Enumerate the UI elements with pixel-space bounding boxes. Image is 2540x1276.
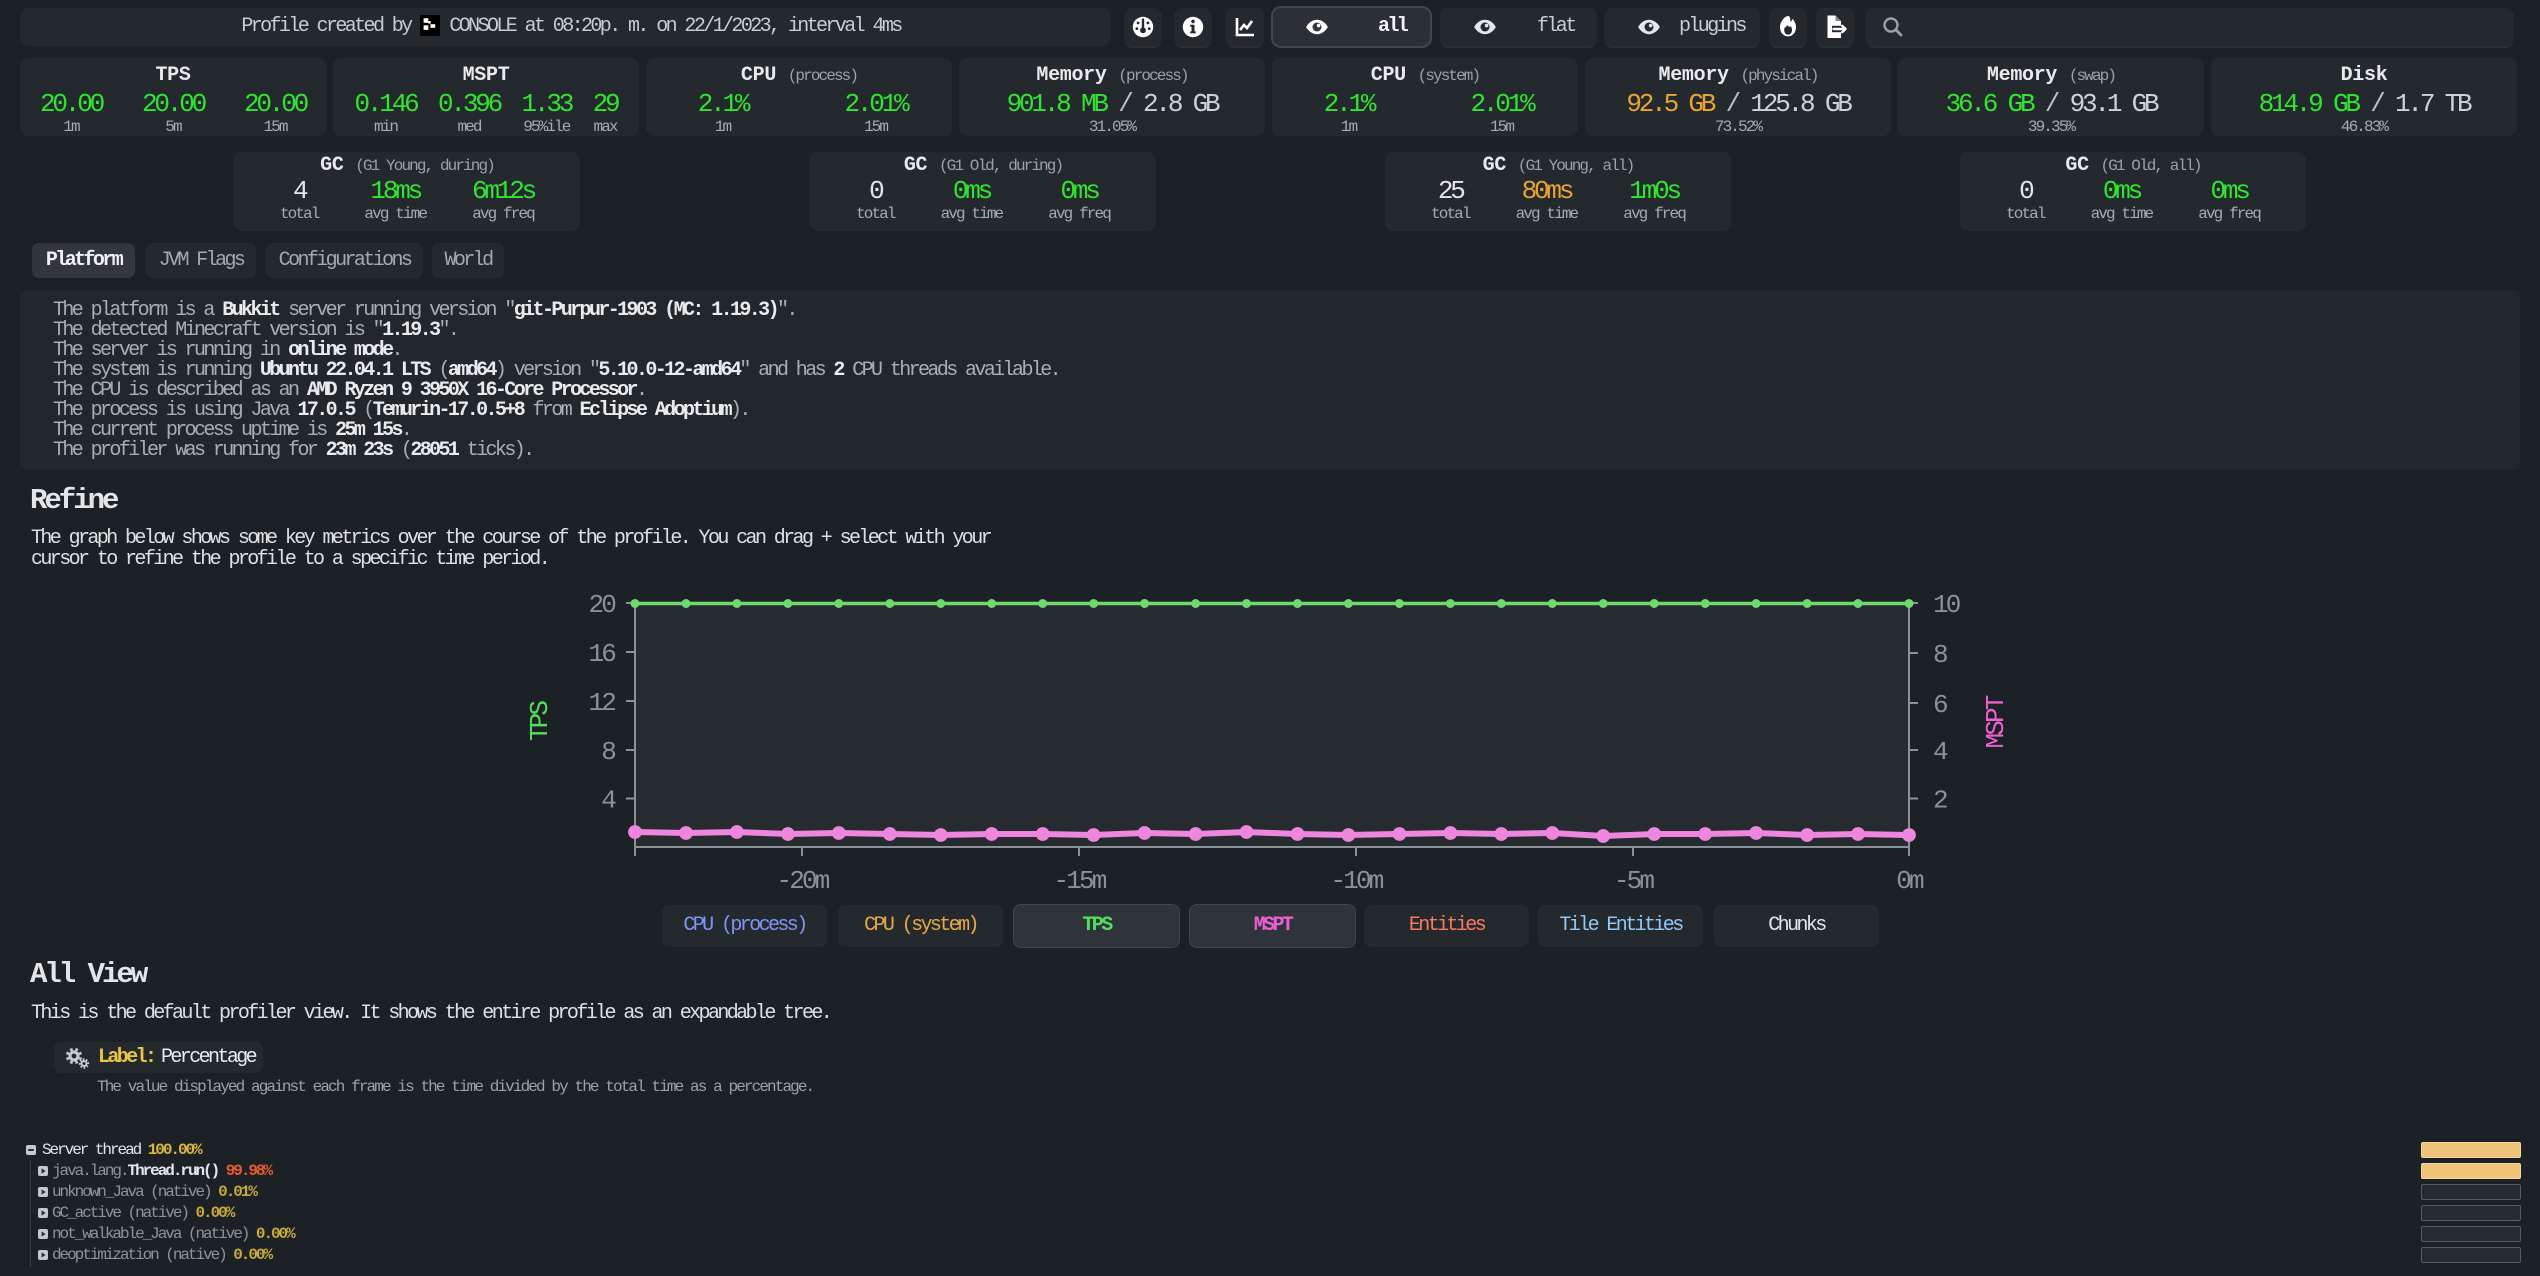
svg-text:8: 8: [1933, 640, 1947, 670]
svg-text:8: 8: [601, 737, 615, 767]
svg-text:4: 4: [1933, 737, 1948, 767]
svg-text:10: 10: [1933, 590, 1960, 620]
svg-text:12: 12: [588, 688, 615, 718]
svg-text:-5m: -5m: [1614, 866, 1655, 896]
svg-text:2: 2: [1933, 786, 1947, 816]
svg-text:0m: 0m: [1896, 866, 1924, 896]
svg-text:4: 4: [601, 786, 616, 816]
svg-text:20: 20: [588, 590, 615, 620]
svg-text:TPS: TPS: [525, 701, 555, 742]
svg-text:MSPT: MSPT: [1981, 695, 2011, 748]
svg-text:16: 16: [588, 639, 615, 669]
svg-text:-15m: -15m: [1053, 866, 1106, 896]
svg-text:6: 6: [1933, 690, 1947, 720]
svg-text:-10m: -10m: [1330, 866, 1383, 896]
svg-text:-20m: -20m: [776, 866, 829, 896]
